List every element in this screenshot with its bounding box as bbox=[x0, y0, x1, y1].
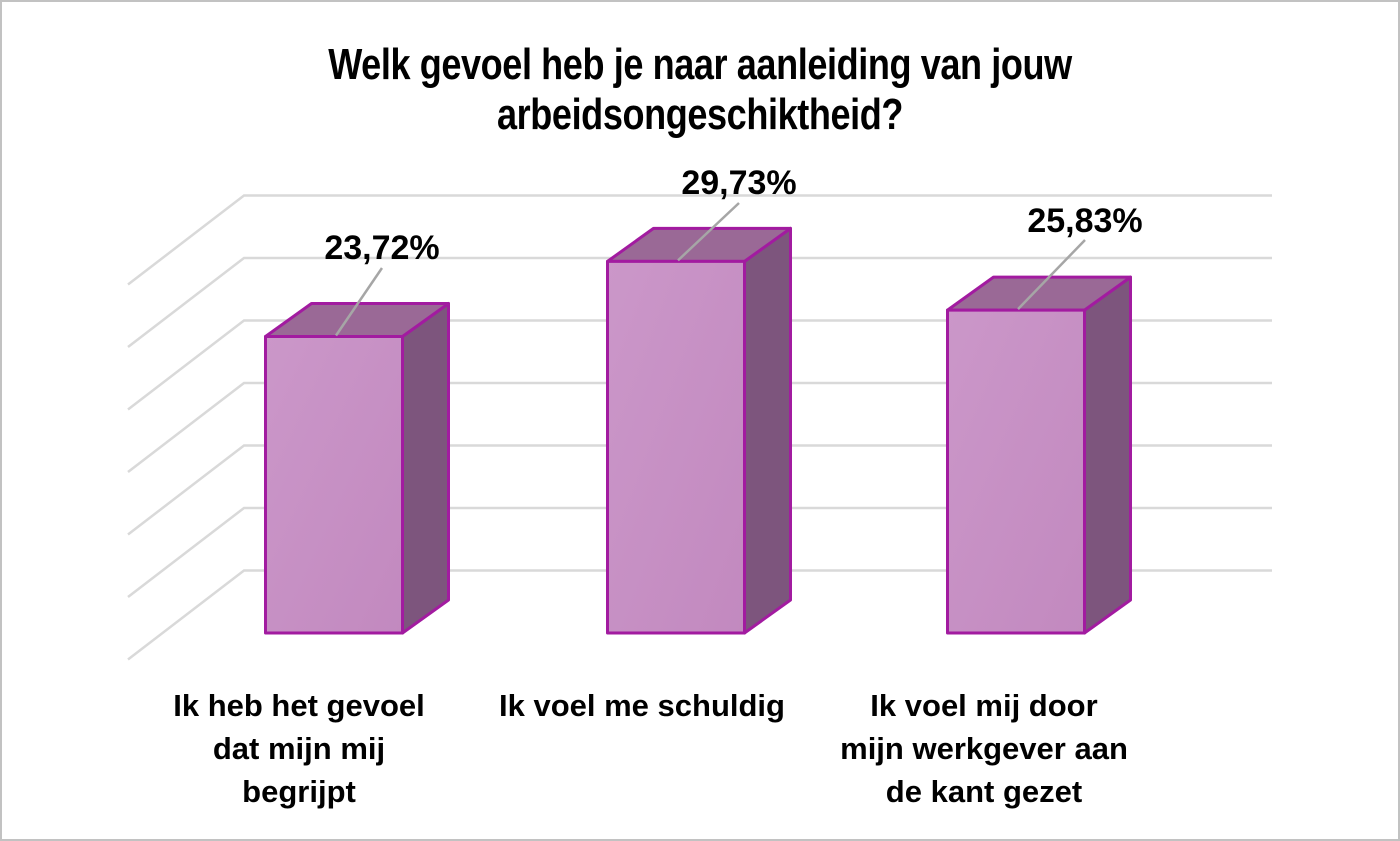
chart-title-line-2: arbeidsongeschiktheid? bbox=[496, 90, 903, 139]
leader-line-3 bbox=[1017, 239, 1086, 310]
data-label-2: 29,73% bbox=[681, 164, 797, 202]
bar-3-front-face bbox=[946, 308, 1086, 635]
leader-line-1 bbox=[334, 267, 384, 337]
category-label-3-line-2: mijn werkgever aan bbox=[840, 731, 1128, 766]
bar-2-front-face bbox=[606, 259, 746, 635]
category-label-3-line-3: de kant gezet bbox=[885, 774, 1083, 809]
category-label-1-line-3: begrijpt bbox=[242, 774, 356, 809]
bar-2-side-face bbox=[743, 226, 792, 635]
category-label-1: Ik heb het gevoel dat mijn mij begrijpt bbox=[173, 684, 425, 813]
gridline-4 bbox=[127, 381, 1272, 473]
gridline-7 bbox=[127, 194, 1272, 286]
chart-title: Welk gevoel heb je naar aanleiding van j… bbox=[128, 40, 1273, 140]
gridline-6 bbox=[127, 256, 1272, 348]
data-label-1: 23,72% bbox=[324, 229, 440, 267]
bar-3-side-face bbox=[1083, 275, 1132, 635]
leader-line-2 bbox=[677, 202, 740, 262]
category-label-2-line-1: Ik voel me schuldig bbox=[499, 688, 785, 723]
category-label-1-line-1: Ik heb het gevoel bbox=[173, 688, 425, 723]
data-label-3: 25,83% bbox=[1027, 202, 1143, 240]
category-label-3: Ik voel mij door mijn werkgever aan de k… bbox=[840, 684, 1128, 813]
category-label-3-line-1: Ik voel mij door bbox=[870, 688, 1098, 723]
gridline-5 bbox=[127, 319, 1272, 411]
bar-1-front-face bbox=[264, 335, 404, 635]
bar-1-side-face bbox=[401, 302, 450, 635]
category-label-2: Ik voel me schuldig bbox=[499, 684, 785, 727]
chart-title-line-1: Welk gevoel heb je naar aanleiding van j… bbox=[328, 40, 1072, 89]
gridline-1 bbox=[127, 569, 1272, 661]
gridline-3 bbox=[127, 444, 1272, 536]
category-label-1-line-2: dat mijn mij bbox=[212, 731, 386, 766]
gridline-2 bbox=[127, 506, 1272, 598]
